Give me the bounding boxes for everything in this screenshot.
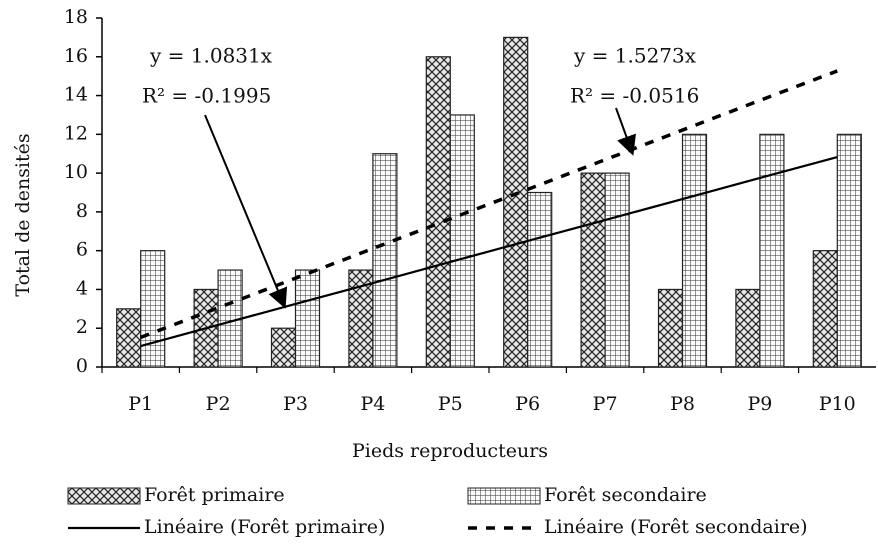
y-tick-label: 14 xyxy=(64,84,88,106)
bar xyxy=(580,172,606,368)
y-tick-label: 18 xyxy=(64,6,88,28)
bar xyxy=(657,288,684,368)
bar xyxy=(503,36,529,368)
legend-label: Linéaire (Forêt secondaire) xyxy=(544,516,808,538)
bar xyxy=(449,114,475,368)
legend-swatch xyxy=(67,487,141,505)
bar xyxy=(527,191,553,368)
r2-label: R² = -0.0516 xyxy=(570,84,699,108)
x-tick-label: P10 xyxy=(819,393,856,415)
trend-line xyxy=(140,69,838,339)
bar xyxy=(270,327,297,368)
x-tick-label: P1 xyxy=(128,393,153,415)
x-tick-label: P5 xyxy=(438,393,463,415)
x-tick-label: P3 xyxy=(283,393,308,415)
bar xyxy=(294,269,321,368)
y-tick-label: 0 xyxy=(76,355,88,377)
equation-label: y = 1.0831x xyxy=(149,44,273,68)
x-tick-label: P9 xyxy=(747,393,772,415)
legend-swatch xyxy=(467,487,541,505)
arrow xyxy=(615,107,636,156)
bar xyxy=(759,133,785,368)
x-tick-label: P2 xyxy=(206,393,231,415)
equation-label: y = 1.5273x xyxy=(573,44,697,68)
legend-label: Forêt secondaire xyxy=(544,484,707,506)
x-axis-label: Pieds reproducteurs xyxy=(352,440,548,462)
y-tick-label: 4 xyxy=(76,277,88,299)
legend-label: Forêt primaire xyxy=(144,484,285,506)
bar xyxy=(140,250,166,368)
y-tick-label: 6 xyxy=(76,239,88,261)
x-tick-label: P6 xyxy=(515,393,540,415)
y-tick-label: 16 xyxy=(64,45,88,67)
bar xyxy=(425,56,451,368)
bar xyxy=(372,153,398,368)
bar xyxy=(116,308,142,368)
arrow xyxy=(204,114,288,309)
bar xyxy=(735,288,761,368)
x-tick-label: P4 xyxy=(360,393,385,415)
x-tick-label: P8 xyxy=(670,393,695,415)
bar xyxy=(836,133,862,368)
r2-label: R² = -0.1995 xyxy=(142,84,271,108)
bar xyxy=(604,172,630,368)
y-axis-label: Total de densités xyxy=(12,133,34,296)
y-tick-label: 10 xyxy=(64,161,88,183)
bar xyxy=(681,133,708,368)
y-tick-label: 12 xyxy=(64,122,88,144)
bar xyxy=(812,250,838,368)
x-tick-label: P7 xyxy=(593,393,618,415)
trend-line xyxy=(140,155,838,348)
y-tick-label: 8 xyxy=(76,200,88,222)
y-tick-label: 2 xyxy=(76,316,88,338)
legend-label: Linéaire (Forêt primaire) xyxy=(144,516,385,538)
